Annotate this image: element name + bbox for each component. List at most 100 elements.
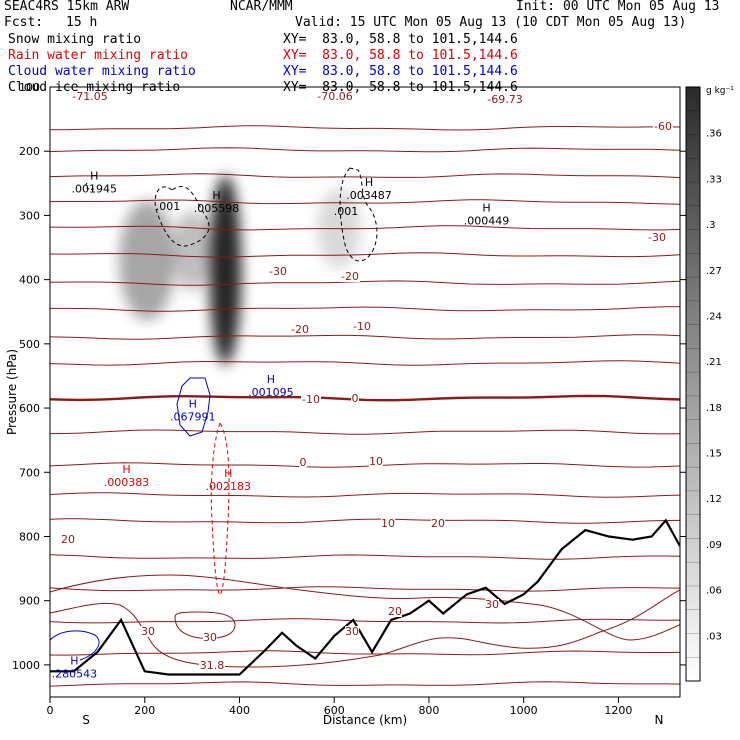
colorbar-tick-label: .24 xyxy=(706,311,722,322)
temp-label-bg xyxy=(345,626,359,637)
temp-label: -20 xyxy=(341,270,359,283)
temp-label: 10 xyxy=(381,517,395,530)
isotherm-line xyxy=(50,394,680,402)
temp-label: -10 xyxy=(302,393,320,406)
isotherm-line xyxy=(50,554,680,560)
snow-contour-label: .001 xyxy=(334,205,359,218)
org-label: NCAR/MMM xyxy=(230,0,293,14)
temp-label-bg xyxy=(71,91,109,102)
init-label: Init: 00 UTC Mon 05 Aug 13 xyxy=(516,0,720,14)
x-tick-label: 0 xyxy=(47,704,54,717)
isotherm-line xyxy=(50,681,680,687)
temp-label: 30 xyxy=(345,625,359,638)
field-xy-cloud-water: XY= 83.0, 58.8 to 101.5,144.6 xyxy=(283,64,518,79)
extremum-value: .001945 xyxy=(72,183,118,196)
x-tick-label: 600 xyxy=(324,704,345,717)
extremum-h-label: H xyxy=(90,170,98,183)
temp-label-bg xyxy=(486,94,524,105)
y-tick-label: 300 xyxy=(19,209,40,222)
extremum-value: .003487 xyxy=(346,189,392,202)
colorbar-unit: g kg⁻¹ xyxy=(706,86,734,96)
ice-shading xyxy=(172,210,213,291)
isotherm-line xyxy=(50,225,680,231)
isotherm-line xyxy=(50,518,680,524)
isotherm-line xyxy=(50,589,680,668)
isotherm-line xyxy=(50,334,680,340)
isotherm-line xyxy=(50,586,680,592)
temp-label-bg xyxy=(316,91,354,102)
extremum-h-label: H xyxy=(212,189,220,202)
x-tick-label: 1000 xyxy=(510,704,538,717)
temp-label: 0 xyxy=(300,456,307,469)
extremum-h-label: H xyxy=(365,176,373,189)
temp-label-bg xyxy=(388,606,402,617)
direction-right: N xyxy=(655,713,664,727)
colorbar-tick-label: .27 xyxy=(706,266,722,277)
temp-label-bg xyxy=(647,232,667,243)
fcst-value: 15 h xyxy=(66,15,98,30)
field-name-rain: Rain water mixing ratio xyxy=(8,48,189,63)
temp-label-bg xyxy=(199,660,225,671)
isotherm-line xyxy=(50,199,680,205)
temp-label: 31.8 xyxy=(200,659,225,672)
colorbar-tick-label: .15 xyxy=(706,449,722,460)
extremum-h-label: H xyxy=(70,654,78,667)
temp-label-bg xyxy=(290,324,310,335)
isotherm-line xyxy=(50,462,680,468)
isotherm-line xyxy=(50,429,680,435)
colorbar-tick-label: .09 xyxy=(706,540,722,551)
temp-label-bg xyxy=(485,599,499,610)
isotherm-line xyxy=(50,306,680,312)
snow-contour xyxy=(85,182,96,190)
temp-label-bg xyxy=(381,518,395,529)
colorbar-tick-label: .12 xyxy=(706,494,722,505)
header: SEAC4RS 15km ARW NCAR/MMM Init: 00 UTC M… xyxy=(0,0,740,100)
field-name-snow: Snow mixing ratio xyxy=(8,32,142,47)
temp-label: 30 xyxy=(203,631,217,644)
temp-label-bg xyxy=(369,456,383,467)
colorbar-tick-label: .36 xyxy=(706,129,722,140)
temp-label: -70.06 xyxy=(317,90,352,103)
y-tick-label: 500 xyxy=(19,338,40,351)
temp-label-bg xyxy=(340,271,360,282)
colorbar-tick-label: .3 xyxy=(706,220,716,231)
y-tick-label: 200 xyxy=(19,145,40,158)
temp-label-bg xyxy=(351,393,359,404)
extremum-value: .280543 xyxy=(52,667,98,680)
temp-label: 30 xyxy=(141,625,155,638)
valid-label: Valid: 15 UTC Mon 05 Aug 13 (10 CDT Mon … xyxy=(295,15,687,30)
x-tick-label: 400 xyxy=(229,704,250,717)
colorbar-tick-label: .03 xyxy=(706,631,722,642)
temp-label: -30 xyxy=(269,265,287,278)
isotherm-line xyxy=(50,252,680,258)
temp-label: 20 xyxy=(431,517,445,530)
extremum-value: .001095 xyxy=(248,386,294,399)
extremum-h-label: H xyxy=(189,397,197,410)
snow-contour xyxy=(339,167,378,262)
extremum-value: .067991 xyxy=(170,410,216,423)
cloud-water-contour xyxy=(176,377,211,437)
colorbar-tick-label: .33 xyxy=(706,174,722,185)
extremum-value: .005598 xyxy=(194,202,240,215)
extremum-value: .000383 xyxy=(104,476,150,489)
field-name-cloud-water: Cloud water mixing ratio xyxy=(8,64,196,79)
plot-frame xyxy=(49,86,681,698)
field-xy-snow: XY= 83.0, 58.8 to 101.5,144.6 xyxy=(283,32,518,47)
temp-label: -30 xyxy=(648,231,666,244)
y-tick-label: 700 xyxy=(19,466,40,479)
x-tick-label: 1200 xyxy=(604,704,632,717)
isotherm-line xyxy=(50,147,680,153)
temp-label-bg xyxy=(61,534,75,545)
fcst-label: Fcst: xyxy=(4,15,44,30)
y-tick-label: 900 xyxy=(19,595,40,608)
temp-label: 0 xyxy=(352,392,359,405)
temp-label-bg xyxy=(301,394,321,405)
x-tick-label: 200 xyxy=(134,704,155,717)
colorbar-tick-label: .18 xyxy=(706,403,722,414)
isotherm-line xyxy=(50,492,680,498)
temp-label: -60 xyxy=(654,120,672,133)
temp-label-bg xyxy=(141,626,155,637)
isotherm-line xyxy=(50,574,680,641)
temp-label: 20 xyxy=(61,533,75,546)
